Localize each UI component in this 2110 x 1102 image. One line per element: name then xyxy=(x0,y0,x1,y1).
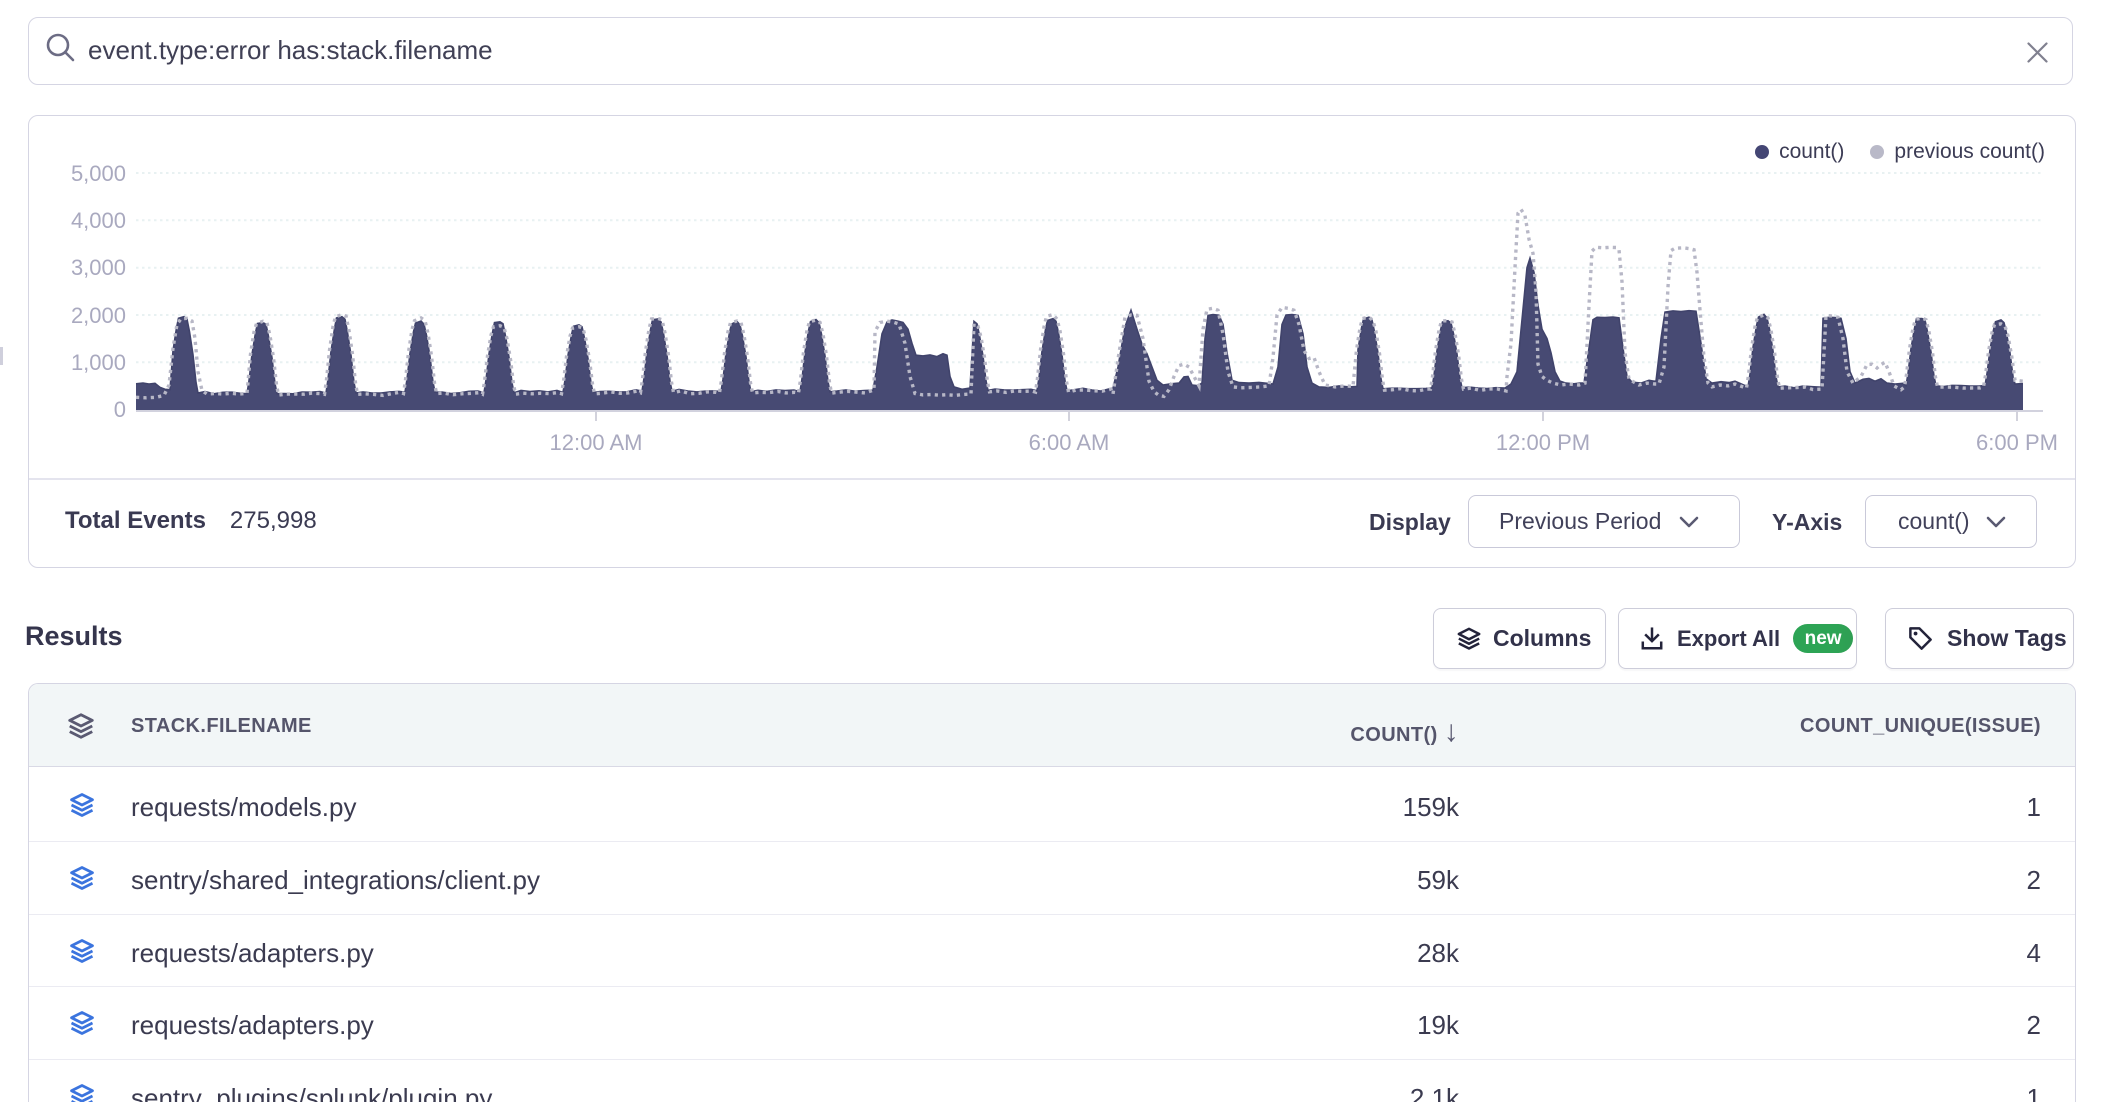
svg-text:6:00 PM: 6:00 PM xyxy=(1976,430,2058,455)
svg-text:2,000: 2,000 xyxy=(71,303,126,328)
svg-text:12:00 PM: 12:00 PM xyxy=(1496,430,1590,455)
svg-text:3,000: 3,000 xyxy=(71,255,126,280)
svg-text:4,000: 4,000 xyxy=(71,208,126,233)
svg-text:12:00 AM: 12:00 AM xyxy=(550,430,643,455)
svg-text:5,000: 5,000 xyxy=(71,161,126,186)
svg-text:6:00 AM: 6:00 AM xyxy=(1029,430,1110,455)
svg-text:1,000: 1,000 xyxy=(71,350,126,375)
svg-text:0: 0 xyxy=(114,397,126,422)
